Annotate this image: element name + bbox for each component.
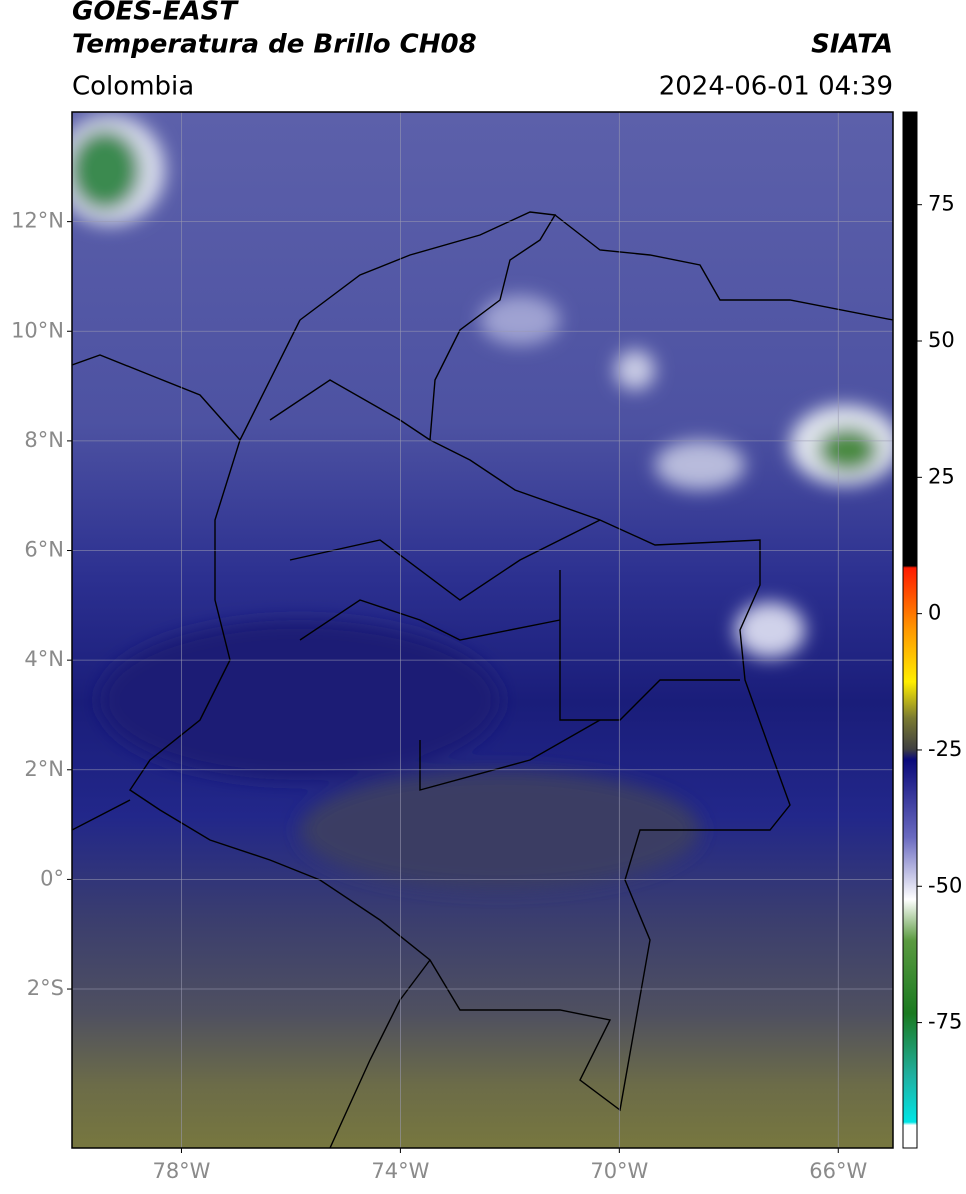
colorbar-label: 0 xyxy=(928,601,941,625)
x-tick-label: 70°W xyxy=(590,1159,648,1183)
y-tick-label: 4°N xyxy=(24,647,64,671)
x-tick-label: 78°W xyxy=(152,1159,210,1183)
region: Colombia xyxy=(72,72,194,102)
y-tick-label: 8°N xyxy=(24,428,64,452)
grid xyxy=(72,112,893,1148)
y-tick-label: 12°N xyxy=(11,209,64,233)
colorbar-label: 50 xyxy=(928,328,955,352)
colorbar xyxy=(902,111,918,1149)
datetime: 2024-06-01 04:39 xyxy=(659,72,893,102)
map-image xyxy=(72,112,893,1148)
y-tick-label: 10°N xyxy=(11,318,64,342)
product: Temperatura de Brillo CH08 xyxy=(72,30,477,60)
x-tick-label: 66°W xyxy=(809,1159,867,1183)
colorbar-label: -50 xyxy=(928,873,962,897)
y-tick-label: 2°S xyxy=(27,976,64,1000)
colorbar-label: 75 xyxy=(928,192,955,216)
colorbar-label: -75 xyxy=(928,1010,962,1034)
x-tick-label: 74°W xyxy=(371,1159,429,1183)
map-frame xyxy=(71,111,894,1149)
y-tick-label: 6°N xyxy=(24,538,64,562)
borders xyxy=(72,211,893,1148)
satellite: GOES-EAST xyxy=(72,0,239,27)
agency: SIATA xyxy=(811,30,893,60)
colorbar-label: 25 xyxy=(928,464,955,488)
colorbar-label: -25 xyxy=(928,737,962,761)
y-tick-label: 0° xyxy=(40,866,64,890)
y-tick-label: 2°N xyxy=(24,757,64,781)
